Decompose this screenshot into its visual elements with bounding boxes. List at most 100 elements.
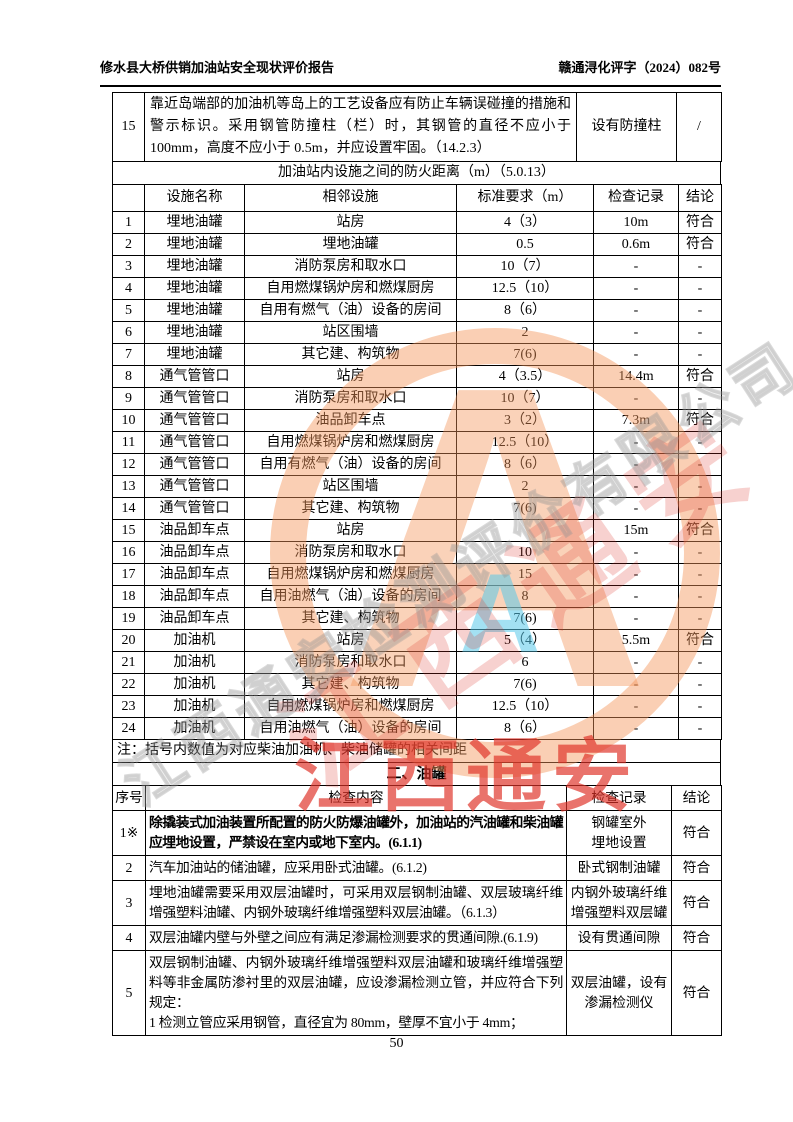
cell-facility: 加油机 xyxy=(144,673,245,696)
cell-content: 靠近岛端部的加油机等岛上的工艺设备应有防止车辆误碰撞的措施和警示标识。采用钢管防… xyxy=(144,92,577,162)
cell-adjacent: 自用燃煤锅炉房和燃煤厨房 xyxy=(244,277,457,300)
cell-standard xyxy=(456,519,594,542)
cell-num: 17 xyxy=(112,563,145,586)
cell-adjacent: 自用燃煤锅炉房和燃煤厨房 xyxy=(244,695,457,718)
cell-num: 19 xyxy=(112,607,145,630)
cell-facility: 通气管管口 xyxy=(144,387,245,410)
cell-num: 2 xyxy=(112,233,145,256)
cell-adjacent: 埋地油罐 xyxy=(244,233,457,256)
cell-record: 15m xyxy=(593,519,679,542)
cell-num: 6 xyxy=(112,321,145,344)
table-row: 13 通气管管口 站区围墙 2- - xyxy=(112,475,722,498)
cell-facility: 加油机 xyxy=(144,695,245,718)
cell-adjacent: 站房 xyxy=(244,211,457,234)
doc-number: 赣通浔化评字（2024）082号 xyxy=(558,60,721,75)
cell-num: 15 xyxy=(112,519,145,542)
cell-standard: 10（7） xyxy=(456,255,594,278)
cell-record: - xyxy=(593,651,679,674)
cell-conclusion: - xyxy=(678,277,722,300)
cell-record: 0.6m xyxy=(593,233,679,256)
cell-record: 双层油罐，设有渗漏检测仪 xyxy=(566,950,672,1036)
cell-num: 4 xyxy=(112,925,146,951)
cell-standard: 12.5（10） xyxy=(456,277,594,300)
cell-conclusion: 符合 xyxy=(678,211,722,234)
cell-facility: 埋地油罐 xyxy=(144,233,245,256)
cell-conclusion: - xyxy=(678,541,722,564)
header-standard: 标准要求（m） xyxy=(456,184,594,212)
tank-table-body: 1※ 除撬装式加油装置所配置的防火防爆油罐外，加油站的汽油罐和柴油罐应埋地设置，严… xyxy=(112,810,722,1036)
cell-conclusion: - xyxy=(678,651,722,674)
cell-adjacent: 其它建、构筑物 xyxy=(244,607,457,630)
cell-content: 汽车加油站的储油罐，应采用卧式油罐。(6.1.2) xyxy=(145,855,567,881)
tank-section-title-row: 二、油罐 xyxy=(112,762,721,786)
table-row: 1※ 除撬装式加油装置所配置的防火防爆油罐外，加油站的汽油罐和柴油罐应埋地设置，严… xyxy=(112,810,722,856)
header-conclusion: 结论 xyxy=(678,184,722,212)
cell-standard: 2 xyxy=(456,475,594,498)
cell-facility: 油品卸车点 xyxy=(144,519,245,542)
cell-record: 设有贯通间隙 xyxy=(566,925,672,951)
cell-conclusion: 符合 xyxy=(671,925,722,951)
cell-standard: 3（2） xyxy=(456,409,594,432)
cell-num: 3 xyxy=(112,880,146,926)
table-row: 3 埋地油罐 消防泵房和取水口 10（7） - - xyxy=(112,255,722,278)
cell-facility: 埋地油罐 xyxy=(144,321,245,344)
cell-conclusion: 符合 xyxy=(671,810,722,856)
header-check-content: 检查内容 xyxy=(145,785,567,811)
cell-adjacent: 站区围墙 xyxy=(244,321,457,344)
cell-conclusion: - xyxy=(678,585,722,608)
cell-facility: 通气管管口 xyxy=(144,453,245,476)
cell-adjacent: 消防泵房和取水口 xyxy=(244,651,457,674)
cell-content: 双层油罐内壁与外壁之间应有满足渗漏检测要求的贯通间隙.(6.1.9) xyxy=(145,925,567,951)
cell-adjacent: 站区围墙 xyxy=(244,475,457,498)
distance-section-title-row: 加油站内设施之间的防火距离（m）（5.0.13） xyxy=(112,161,721,185)
cell-standard: 12.5（10） xyxy=(456,695,594,718)
distance-table-body: 1 埋地油罐 站房 4（3） 10m 符合 2 埋地油罐 埋地油罐 0.5 0.6m 符合 3 埋地油罐消… xyxy=(112,211,722,740)
note-row: 注：括号内数值为对应柴油加油机、柴油储罐的相关间距 xyxy=(112,739,721,763)
table-row: 2 埋地油罐 埋地油罐 0.5 0.6m 符合 xyxy=(112,233,722,256)
table-row: 15 油品卸车点 站房 15m 符合 xyxy=(112,519,722,542)
cell-standard: 4（3） xyxy=(456,211,594,234)
fire-distance-table: 设施名称 相邻设施 标准要求（m） 检查记录 结论 1 埋地油罐 站房 4（3） 10m… xyxy=(112,184,722,740)
cell-record: - xyxy=(593,321,679,344)
cell-record: - xyxy=(593,453,679,476)
cell-conclusion: - xyxy=(678,321,722,344)
cell-adjacent: 消防泵房和取水口 xyxy=(244,255,457,278)
cell-record: - xyxy=(593,255,679,278)
cell-content: 双层钢制油罐、内钢外玻璃纤维增强塑料双层油罐和玻璃纤维增强塑料等非金属防渗衬里的… xyxy=(145,950,567,1036)
cell-adjacent: 站房 xyxy=(244,519,457,542)
cell-facility: 埋地油罐 xyxy=(144,277,245,300)
cell-num: 7 xyxy=(112,343,145,366)
cell-facility: 通气管管口 xyxy=(144,431,245,454)
cell-conclusion: - xyxy=(678,299,722,322)
cell-adjacent: 消防泵房和取水口 xyxy=(244,541,457,564)
cell-conclusion: 符合 xyxy=(678,629,722,652)
cell-record: 14.4m xyxy=(593,365,679,388)
item15-table: 15 靠近岛端部的加油机等岛上的工艺设备应有防止车辆误碰撞的措施和警示标识。采用… xyxy=(112,92,722,162)
cell-standard: 12.5（10） xyxy=(456,431,594,454)
table-row: 14 通气管管口 其它建、构筑物 7(6) - - xyxy=(112,497,722,520)
header-seq: 序号 xyxy=(112,785,146,811)
header-adjacent: 相邻设施 xyxy=(244,184,457,212)
cell-adjacent: 自用油燃气（油）设备的房间 xyxy=(244,585,457,608)
cell-record: - xyxy=(593,673,679,696)
cell-record: 卧式钢制油罐 xyxy=(566,855,672,881)
cell-num: 14 xyxy=(112,497,145,520)
cell-record: - xyxy=(593,299,679,322)
cell-record: - xyxy=(593,607,679,630)
cell-num: 1 xyxy=(112,211,145,234)
table-row: 5 埋地油罐 自用有燃气（油）设备的房间 8（6） - - xyxy=(112,299,722,322)
cell-num: 20 xyxy=(112,629,145,652)
cell-record: - xyxy=(593,563,679,586)
cell-adjacent: 其它建、构筑物 xyxy=(244,343,457,366)
cell-record: - xyxy=(593,541,679,564)
cell-adjacent: 其它建、构筑物 xyxy=(244,497,457,520)
cell-conclusion: - xyxy=(678,673,722,696)
cell-record: 5.5m xyxy=(593,629,679,652)
cell-conclusion: - xyxy=(678,431,722,454)
table-row: 10 通气管管口 油品卸车点 3（2） 7.3m 符合 xyxy=(112,409,722,432)
cell-facility: 加油机 xyxy=(144,717,245,740)
table-row: 4 埋地油罐 自用燃煤锅炉房和燃煤厨房 12.5（10） - - xyxy=(112,277,722,300)
table-row: 18 油品卸车点 自用油燃气（油）设备的房间 8- - xyxy=(112,585,722,608)
cell-standard: 7(6) xyxy=(456,497,594,520)
